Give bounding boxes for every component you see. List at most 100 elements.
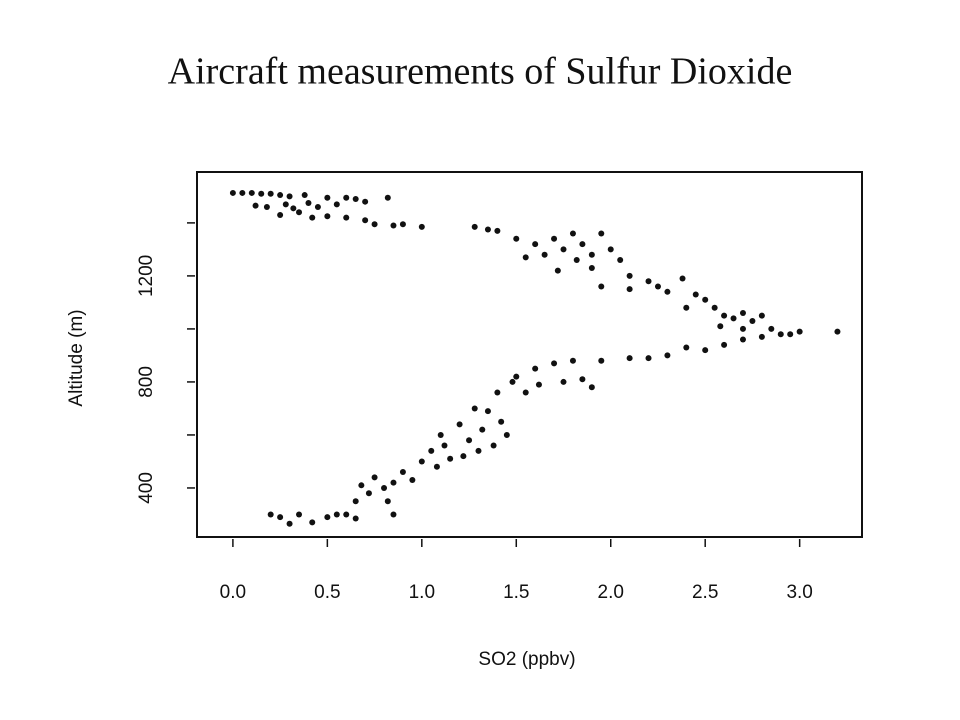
point [573, 257, 580, 264]
point [749, 317, 756, 324]
point [777, 331, 784, 338]
point [290, 205, 297, 212]
point [447, 455, 454, 462]
point [352, 498, 359, 505]
point [498, 418, 505, 425]
point [679, 275, 686, 282]
point [645, 278, 652, 285]
point [717, 323, 724, 330]
point [692, 291, 699, 298]
point [551, 235, 558, 242]
point [418, 223, 425, 230]
point [384, 498, 391, 505]
x-tick-label: 0.5 [314, 582, 340, 603]
point [471, 405, 478, 412]
point [683, 344, 690, 351]
point [428, 447, 435, 454]
point [343, 511, 350, 518]
point [513, 235, 520, 242]
point [787, 331, 794, 338]
point [768, 325, 775, 332]
point [702, 347, 709, 354]
point [352, 196, 359, 203]
point [484, 408, 491, 415]
point [532, 241, 539, 248]
plot-frame [196, 171, 863, 538]
point [834, 328, 841, 335]
point [513, 373, 520, 380]
point [277, 192, 284, 199]
point [437, 431, 444, 438]
point [409, 477, 416, 484]
point [466, 437, 473, 444]
point [390, 222, 397, 229]
point [522, 254, 529, 261]
point [598, 357, 605, 364]
point [248, 189, 255, 196]
point [441, 442, 448, 449]
point [352, 515, 359, 522]
point [371, 474, 378, 481]
point [390, 511, 397, 518]
y-tick-label: 1200 [136, 255, 157, 297]
point [598, 283, 605, 290]
point [560, 246, 567, 253]
point [324, 514, 331, 521]
point [286, 193, 293, 200]
point [343, 194, 350, 201]
point [333, 201, 340, 208]
y-tick-label: 400 [136, 472, 157, 504]
point [479, 426, 486, 433]
point [333, 511, 340, 518]
point [252, 202, 259, 209]
point [390, 479, 397, 486]
point [598, 230, 605, 237]
point [711, 304, 718, 311]
point [384, 194, 391, 201]
y-axis-label: Altitude (m) [66, 309, 87, 406]
point [239, 189, 246, 196]
point [296, 511, 303, 518]
point [267, 190, 274, 197]
point [362, 198, 369, 205]
point [758, 312, 765, 319]
point [626, 286, 633, 293]
point [503, 431, 510, 438]
point [739, 325, 746, 332]
point [324, 194, 331, 201]
point [617, 257, 624, 264]
point [730, 315, 737, 322]
point [654, 283, 661, 290]
point [588, 384, 595, 391]
point [551, 360, 558, 367]
x-tick-label: 3.0 [786, 582, 812, 603]
point [721, 312, 728, 319]
point [683, 304, 690, 311]
point [560, 378, 567, 385]
point [626, 355, 633, 362]
point [796, 328, 803, 335]
point [739, 310, 746, 317]
point [433, 463, 440, 470]
point [399, 469, 406, 476]
point [324, 213, 331, 220]
point [263, 203, 270, 210]
point [664, 288, 671, 295]
x-tick-label: 0.0 [220, 582, 246, 603]
point [535, 381, 542, 388]
point [569, 357, 576, 364]
point [579, 376, 586, 383]
point [471, 223, 478, 230]
x-tick-label: 2.0 [598, 582, 624, 603]
point [309, 519, 316, 526]
point [358, 482, 365, 489]
point [381, 484, 388, 491]
point [475, 447, 482, 454]
point [588, 264, 595, 271]
point [541, 251, 548, 258]
point [296, 209, 303, 216]
point [277, 514, 284, 521]
point [371, 221, 378, 228]
chart-title: Aircraft measurements of Sulfur Dioxide [168, 51, 793, 93]
point [554, 267, 561, 274]
